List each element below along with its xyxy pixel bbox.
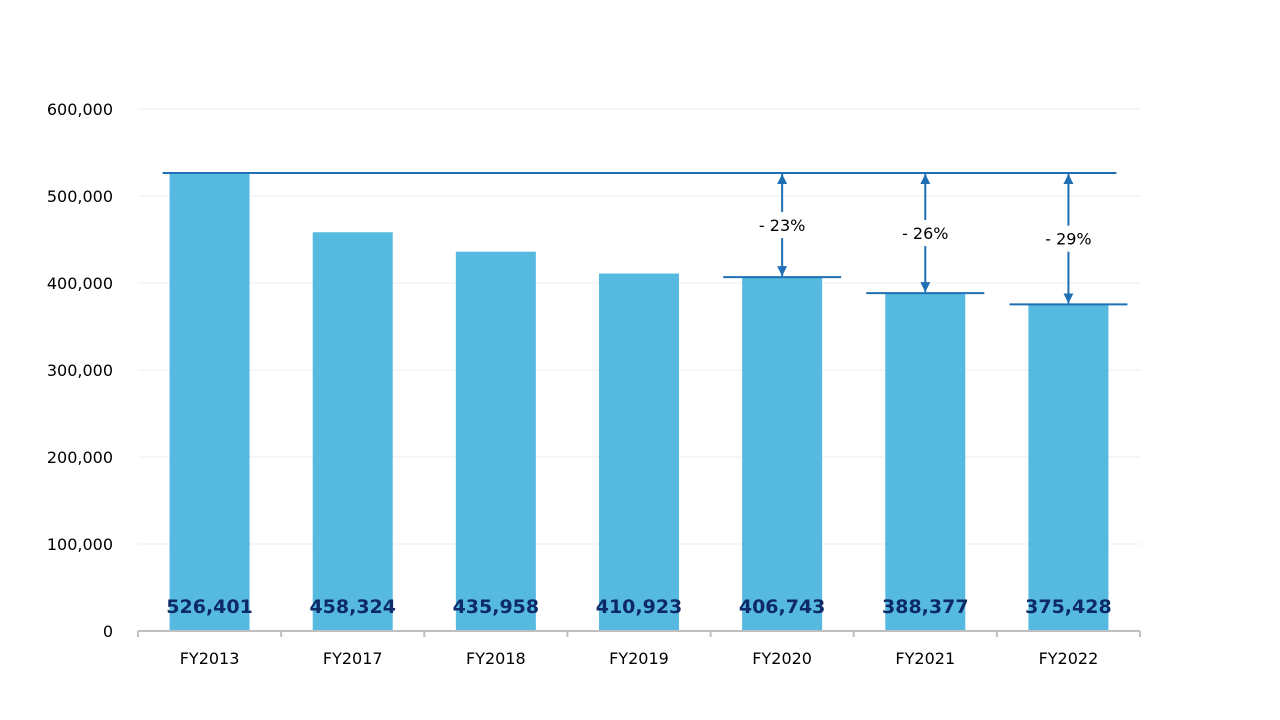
x-tick-label: FY2018	[466, 649, 526, 668]
bar-fy2019	[599, 273, 679, 631]
data-label: 375,428	[1025, 596, 1112, 618]
reduction-percent-label: - 29%	[1045, 230, 1091, 249]
bar-fy2020	[742, 277, 823, 631]
annotations: - 23% - 26% - 29%	[162, 172, 1128, 306]
data-label: 410,923	[596, 596, 683, 618]
x-tick-label: FY2021	[895, 649, 955, 668]
reduction-percent-label: - 23%	[759, 216, 805, 235]
data-label: 458,324	[309, 596, 396, 618]
bar-fy2013	[169, 173, 250, 631]
x-tick-label: FY2013	[180, 649, 240, 668]
y-tick-label: 300,000	[47, 361, 113, 380]
data-label: 526,401	[166, 596, 253, 618]
bars: 526,401 458,324 435,958 410,923 406,743 388,3…	[166, 173, 1112, 631]
axes: 0 100,000 200,000 300,000 400,000 500,000 600,…	[47, 100, 1141, 668]
data-label: 388,377	[882, 596, 969, 618]
y-tick-label: 100,000	[47, 535, 113, 554]
y-tick-label: 0	[103, 622, 113, 641]
data-label: 406,743	[739, 596, 826, 618]
x-tick-label: FY2022	[1039, 649, 1099, 668]
data-label: 435,958	[453, 596, 540, 618]
y-tick-label: 400,000	[47, 274, 113, 293]
bar-fy2018	[455, 251, 536, 631]
bar-fy2022	[1028, 304, 1109, 631]
y-tick-label: 200,000	[47, 448, 113, 467]
x-tick-label: FY2017	[323, 649, 383, 668]
reduction-percent-label: - 26%	[902, 224, 948, 243]
x-tick-label: FY2019	[609, 649, 669, 668]
bar-fy2017	[312, 232, 393, 631]
y-tick-label: 500,000	[47, 187, 113, 206]
y-tick-label: 600,000	[47, 100, 113, 119]
x-tick-label: FY2020	[752, 649, 812, 668]
bar-fy2021	[885, 293, 966, 631]
